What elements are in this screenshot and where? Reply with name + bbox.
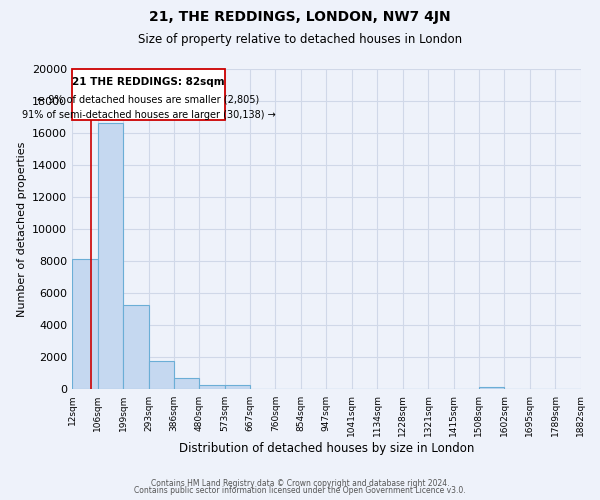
Bar	[98, 124, 123, 390]
Bar	[72, 259, 98, 390]
Text: 21 THE REDDINGS: 82sqm: 21 THE REDDINGS: 82sqm	[72, 77, 224, 87]
Bar	[199, 384, 224, 390]
Text: ← 9% of detached houses are smaller (2,805): ← 9% of detached houses are smaller (2,8…	[37, 94, 260, 104]
FancyBboxPatch shape	[72, 69, 224, 120]
Bar	[123, 304, 149, 390]
Text: 91% of semi-detached houses are larger (30,138) →: 91% of semi-detached houses are larger (…	[22, 110, 275, 120]
X-axis label: Distribution of detached houses by size in London: Distribution of detached houses by size …	[179, 442, 474, 455]
Text: 21, THE REDDINGS, LONDON, NW7 4JN: 21, THE REDDINGS, LONDON, NW7 4JN	[149, 10, 451, 24]
Bar	[224, 386, 250, 390]
Bar	[174, 378, 199, 390]
Text: Size of property relative to detached houses in London: Size of property relative to detached ho…	[138, 32, 462, 46]
Bar	[479, 387, 505, 390]
Y-axis label: Number of detached properties: Number of detached properties	[17, 142, 26, 317]
Text: Contains HM Land Registry data © Crown copyright and database right 2024.: Contains HM Land Registry data © Crown c…	[151, 478, 449, 488]
Bar	[149, 362, 174, 390]
Text: Contains public sector information licensed under the Open Government Licence v3: Contains public sector information licen…	[134, 486, 466, 495]
